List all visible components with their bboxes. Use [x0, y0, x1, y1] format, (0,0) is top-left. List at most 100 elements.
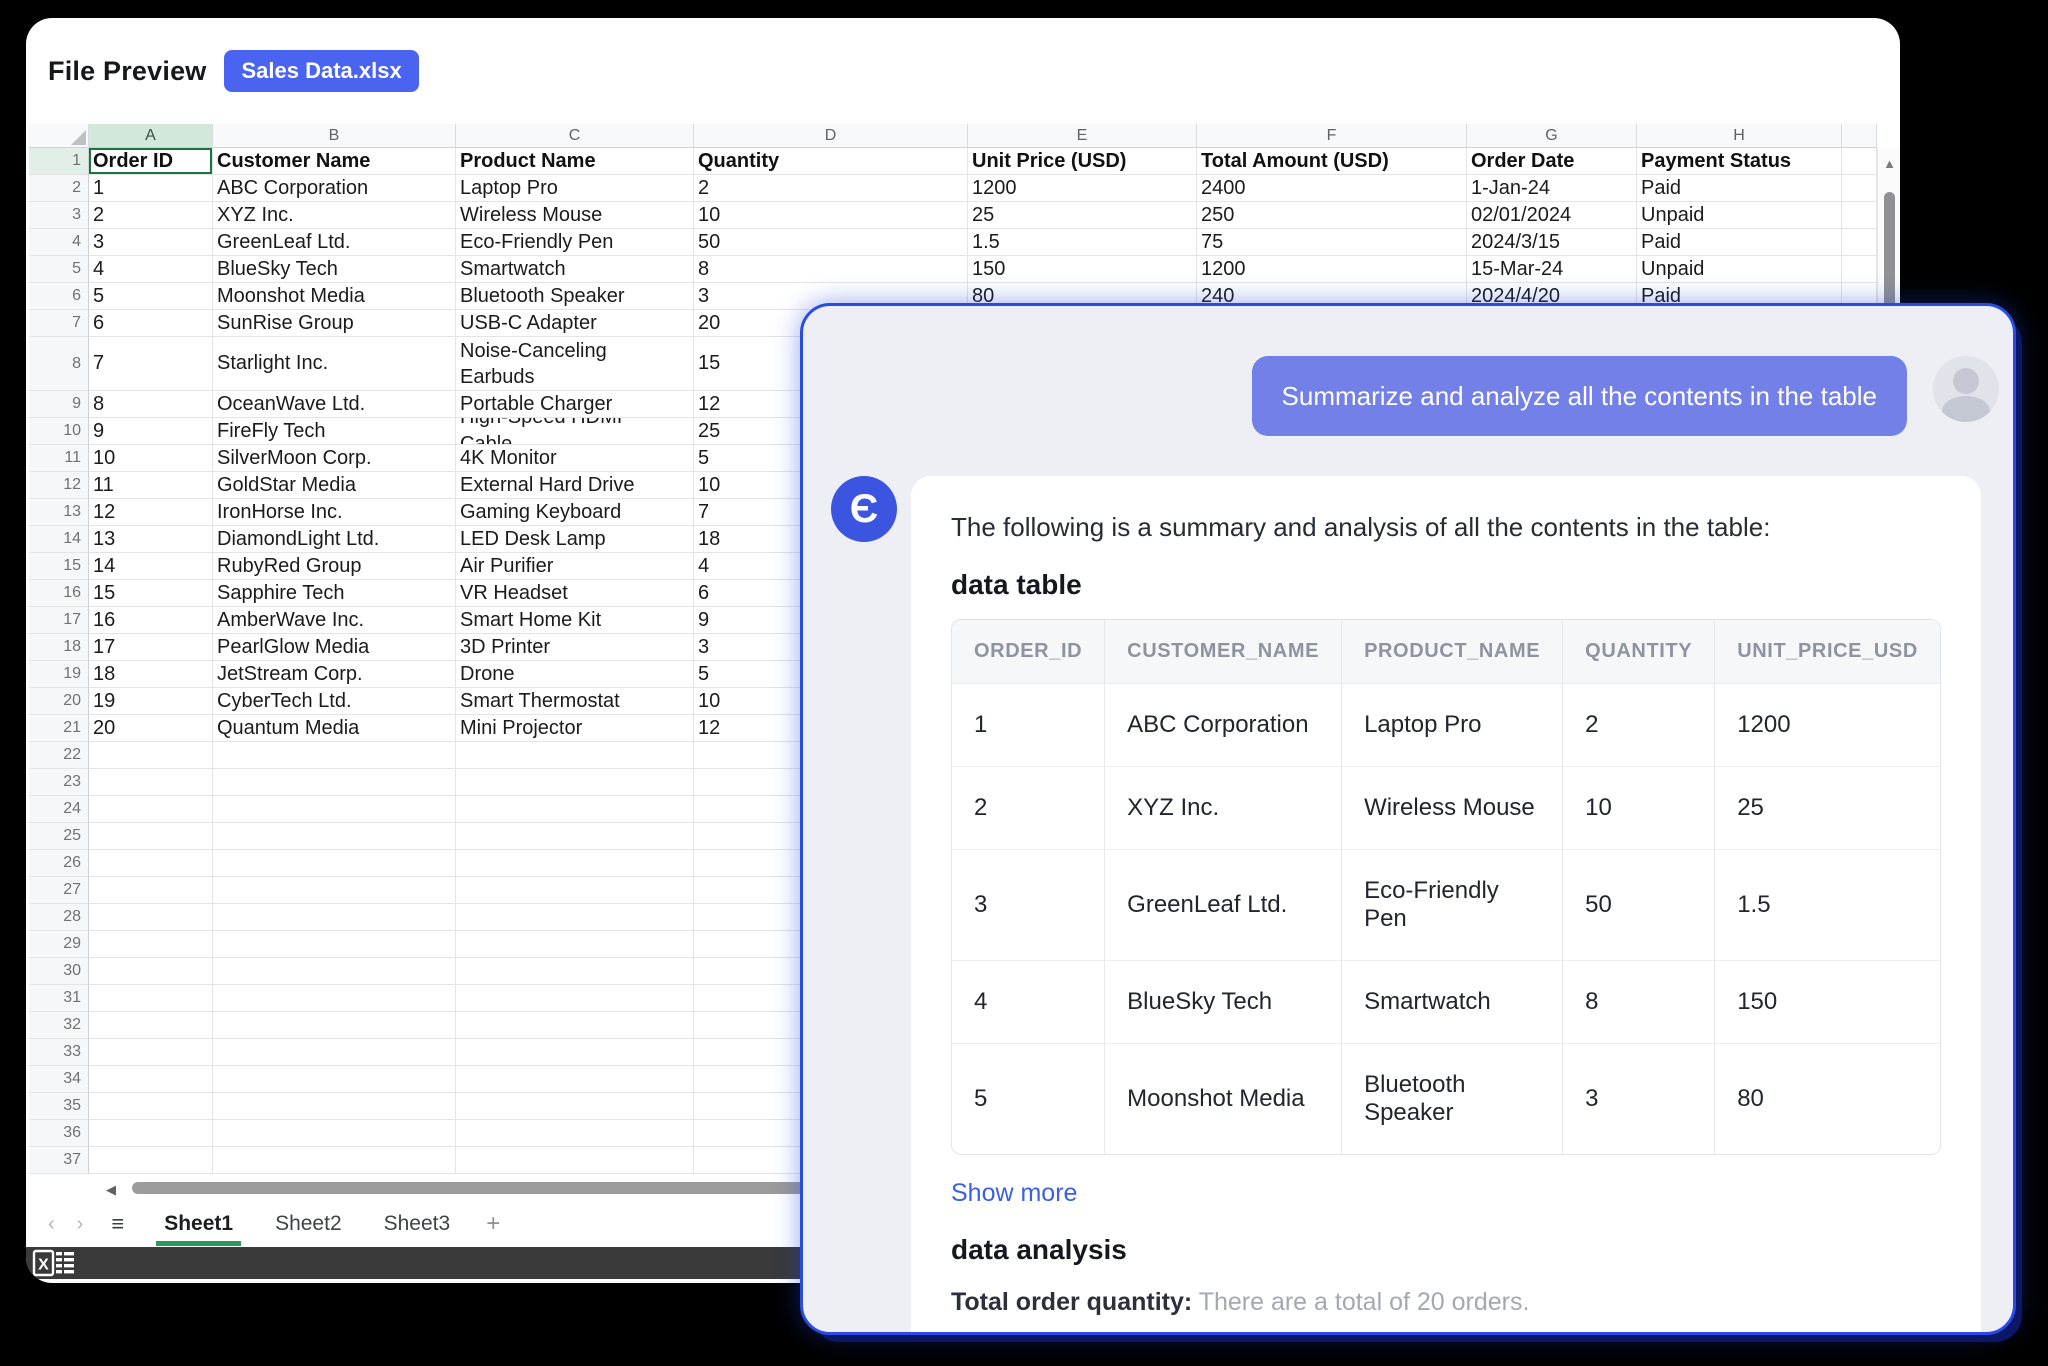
column-header-H[interactable]: H — [1637, 124, 1842, 148]
column-header-G[interactable]: G — [1467, 124, 1637, 148]
row-number[interactable]: 5 — [29, 256, 89, 283]
spreadsheet-cell[interactable] — [1842, 229, 1877, 256]
spreadsheet-cell[interactable]: Mini Projector — [456, 715, 694, 742]
spreadsheet-cell[interactable]: SilverMoon Corp. — [213, 445, 456, 472]
spreadsheet-cell[interactable]: Drone — [456, 661, 694, 688]
spreadsheet-cell[interactable] — [89, 796, 213, 823]
row-number[interactable]: 13 — [29, 499, 89, 526]
column-header-D[interactable]: D — [694, 124, 968, 148]
select-all-corner[interactable] — [29, 124, 89, 148]
spreadsheet-cell[interactable]: Moonshot Media — [213, 283, 456, 310]
spreadsheet-cell[interactable] — [213, 823, 456, 850]
spreadsheet-cell[interactable]: Order ID — [89, 148, 213, 175]
spreadsheet-cell[interactable] — [456, 1147, 694, 1174]
spreadsheet-cell[interactable] — [213, 1147, 456, 1174]
spreadsheet-cell[interactable]: 1200 — [1197, 256, 1467, 283]
row-number[interactable]: 37 — [29, 1147, 89, 1174]
spreadsheet-cell[interactable]: Wireless Mouse — [456, 202, 694, 229]
spreadsheet-cell[interactable]: Order Date — [1467, 148, 1637, 175]
spreadsheet-cell[interactable] — [89, 823, 213, 850]
spreadsheet-cell[interactable]: 6 — [89, 310, 213, 337]
spreadsheet-cell[interactable]: Unpaid — [1637, 202, 1842, 229]
spreadsheet-cell[interactable]: 1 — [89, 175, 213, 202]
spreadsheet-cell[interactable]: 12 — [89, 499, 213, 526]
row-number[interactable]: 20 — [29, 688, 89, 715]
spreadsheet-cell[interactable]: 4K Monitor — [456, 445, 694, 472]
row-number[interactable]: 7 — [29, 310, 89, 337]
row-number[interactable]: 24 — [29, 796, 89, 823]
spreadsheet-cell[interactable]: Quantum Media — [213, 715, 456, 742]
spreadsheet-cell[interactable] — [1842, 256, 1877, 283]
spreadsheet-cell[interactable]: 20 — [89, 715, 213, 742]
spreadsheet-cell[interactable] — [89, 1039, 213, 1066]
spreadsheet-cell[interactable]: Total Amount (USD) — [1197, 148, 1467, 175]
spreadsheet-cell[interactable] — [89, 1012, 213, 1039]
column-header-F[interactable]: F — [1197, 124, 1467, 148]
spreadsheet-cell[interactable]: 25 — [968, 202, 1197, 229]
row-number[interactable]: 16 — [29, 580, 89, 607]
spreadsheet-cell[interactable]: GreenLeaf Ltd. — [213, 229, 456, 256]
spreadsheet-cell[interactable]: 9 — [89, 418, 213, 445]
spreadsheet-cell[interactable]: 75 — [1197, 229, 1467, 256]
spreadsheet-cell[interactable]: 1-Jan-24 — [1467, 175, 1637, 202]
spreadsheet-cell[interactable] — [213, 1012, 456, 1039]
show-more-link[interactable]: Show more — [951, 1179, 1078, 1207]
spreadsheet-cell[interactable]: Unit Price (USD) — [968, 148, 1197, 175]
spreadsheet-cell[interactable]: 50 — [694, 229, 968, 256]
tabs-prev-icon[interactable]: ‹ — [48, 1212, 55, 1235]
add-sheet-button[interactable]: + — [486, 1210, 501, 1237]
spreadsheet-cell[interactable] — [89, 1120, 213, 1147]
spreadsheet-cell[interactable]: 18 — [89, 661, 213, 688]
spreadsheet-cell[interactable]: 8 — [694, 256, 968, 283]
spreadsheet-cell[interactable]: Product Name — [456, 148, 694, 175]
row-number[interactable]: 21 — [29, 715, 89, 742]
spreadsheet-cell[interactable]: External Hard Drive — [456, 472, 694, 499]
spreadsheet-cell[interactable] — [213, 1039, 456, 1066]
spreadsheet-cell[interactable] — [456, 769, 694, 796]
spreadsheet-cell[interactable] — [456, 1093, 694, 1120]
spreadsheet-cell[interactable] — [456, 1012, 694, 1039]
spreadsheet-cell[interactable] — [1842, 202, 1877, 229]
spreadsheet-cell[interactable] — [213, 904, 456, 931]
row-number[interactable]: 8 — [29, 337, 89, 391]
spreadsheet-cell[interactable] — [89, 958, 213, 985]
row-number[interactable]: 11 — [29, 445, 89, 472]
row-number[interactable]: 2 — [29, 175, 89, 202]
spreadsheet-cell[interactable] — [213, 877, 456, 904]
spreadsheet-cell[interactable]: CyberTech Ltd. — [213, 688, 456, 715]
sheet-menu-icon[interactable]: ≡ — [111, 1211, 125, 1236]
spreadsheet-cell[interactable] — [213, 769, 456, 796]
spreadsheet-cell[interactable] — [213, 1093, 456, 1120]
spreadsheet-cell[interactable] — [456, 1120, 694, 1147]
spreadsheet-cell[interactable] — [456, 796, 694, 823]
spreadsheet-cell[interactable]: 10 — [89, 445, 213, 472]
row-number[interactable]: 3 — [29, 202, 89, 229]
spreadsheet-cell[interactable]: Smart Thermostat — [456, 688, 694, 715]
column-header-C[interactable]: C — [456, 124, 694, 148]
row-number[interactable]: 15 — [29, 553, 89, 580]
spreadsheet-cell[interactable]: High-Speed HDMI Cable — [456, 418, 694, 445]
spreadsheet-cell[interactable]: SunRise Group — [213, 310, 456, 337]
spreadsheet-cell[interactable]: 15-Mar-24 — [1467, 256, 1637, 283]
row-number[interactable]: 22 — [29, 742, 89, 769]
spreadsheet-cell[interactable]: 150 — [968, 256, 1197, 283]
spreadsheet-cell[interactable]: RubyRed Group — [213, 553, 456, 580]
spreadsheet-cell[interactable] — [213, 742, 456, 769]
row-number[interactable]: 6 — [29, 283, 89, 310]
spreadsheet-cell[interactable]: USB-C Adapter — [456, 310, 694, 337]
spreadsheet-cell[interactable]: 14 — [89, 553, 213, 580]
spreadsheet-cell[interactable]: 3 — [89, 229, 213, 256]
row-number[interactable]: 14 — [29, 526, 89, 553]
spreadsheet-cell[interactable] — [456, 1066, 694, 1093]
row-number[interactable]: 28 — [29, 904, 89, 931]
row-number[interactable]: 9 — [29, 391, 89, 418]
row-number[interactable]: 33 — [29, 1039, 89, 1066]
spreadsheet-cell[interactable]: 17 — [89, 634, 213, 661]
column-header-A[interactable]: A — [89, 124, 213, 148]
sheet-tab-sheet2[interactable]: Sheet2 — [275, 1212, 342, 1235]
spreadsheet-cell[interactable] — [213, 958, 456, 985]
tabs-next-icon[interactable]: › — [76, 1212, 84, 1235]
spreadsheet-cell[interactable]: 2 — [694, 175, 968, 202]
spreadsheet-cell[interactable]: Unpaid — [1637, 256, 1842, 283]
spreadsheet-cell[interactable]: JetStream Corp. — [213, 661, 456, 688]
